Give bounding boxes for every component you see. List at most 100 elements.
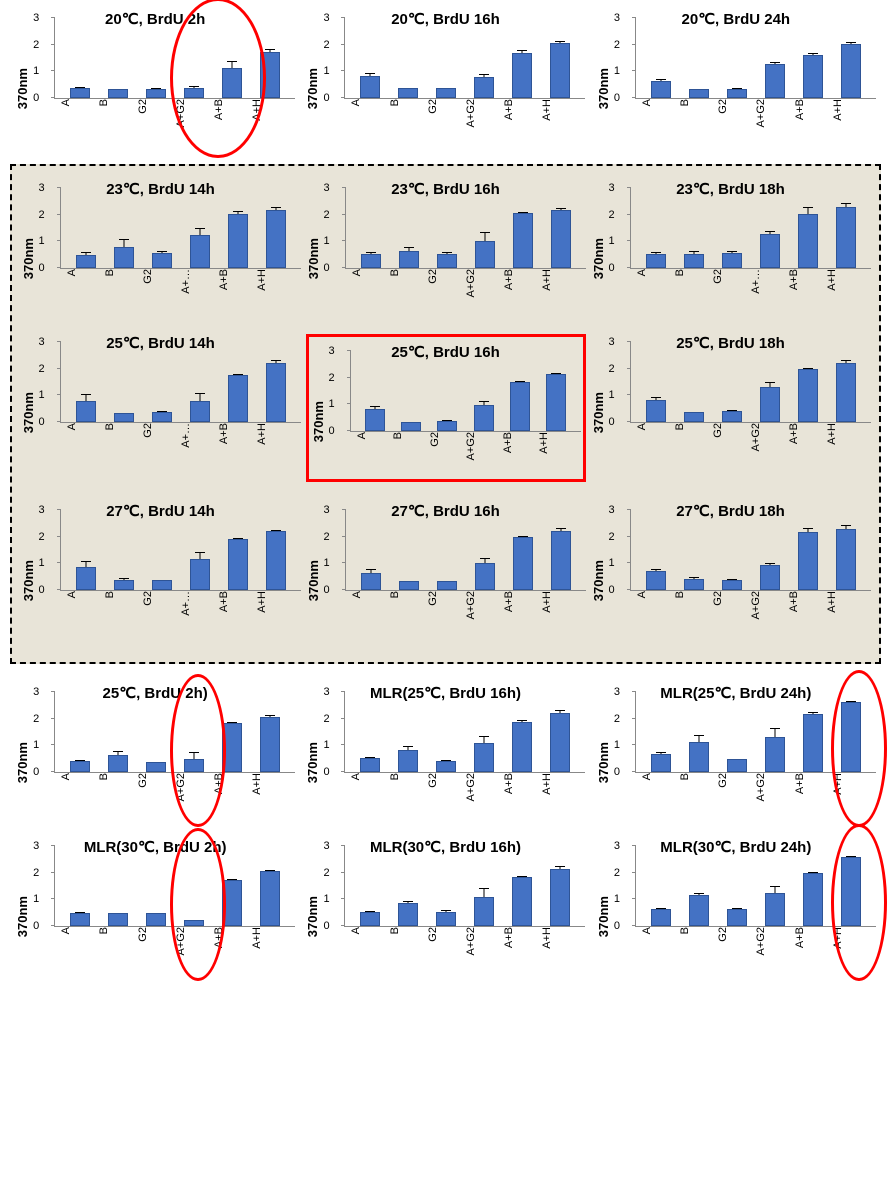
bar — [436, 761, 456, 772]
bar-column — [794, 18, 832, 98]
bar — [651, 754, 671, 772]
xtick-label: B — [98, 773, 136, 784]
xtick-label: A+B — [218, 269, 256, 294]
y-axis-label: 370nm — [21, 392, 36, 433]
bar-column — [756, 692, 794, 772]
bar — [727, 909, 747, 926]
bar — [365, 409, 385, 431]
bar — [512, 53, 532, 98]
bar — [152, 253, 172, 268]
ytick-label: 1 — [329, 398, 335, 410]
bar-column — [429, 351, 465, 431]
bar-column — [181, 188, 219, 268]
ytick-label: 0 — [609, 584, 615, 596]
chart-row: 25℃, BrdU 14h370nm0123ABG2A+…A+BA+H25℃, … — [18, 334, 873, 482]
bar-column — [219, 342, 257, 422]
bar-column — [465, 351, 501, 431]
xtick-label: A+G2 — [755, 927, 793, 959]
bar — [550, 43, 570, 98]
bar — [722, 411, 742, 422]
y-axis-label: 370nm — [306, 238, 321, 279]
bar — [550, 869, 570, 926]
bar — [760, 234, 780, 268]
ytick-label: 3 — [323, 686, 329, 698]
xtick-label: A+B — [502, 432, 539, 457]
bar — [398, 88, 418, 98]
bar-column — [175, 692, 213, 772]
xtick-label: A+H — [256, 269, 294, 295]
ytick-label: 3 — [329, 345, 335, 357]
y-axis-label: 370nm — [21, 560, 36, 601]
ytick-label: 0 — [614, 92, 620, 104]
bar-column — [675, 510, 713, 590]
bar — [651, 909, 671, 926]
bar-column — [257, 342, 295, 422]
ytick-label: 0 — [609, 262, 615, 274]
ytick-label: 2 — [609, 209, 615, 221]
chart-mlr30-24: MLR(30℃, BrdU 24h)370nm0123ABG2A+G2A+BA+… — [596, 838, 876, 972]
bar — [798, 214, 818, 268]
bar-column — [680, 692, 718, 772]
chart-c23-16: 23℃, BrdU 16h370nm0123ABG2A+G2A+BA+H — [306, 180, 586, 314]
bar — [765, 893, 785, 926]
bar-column — [105, 188, 143, 268]
bar-column — [352, 510, 390, 590]
chart-c25-18: 25℃, BrdU 18h370nm0123ABG2A+G2A+BA+H — [591, 334, 871, 482]
plot-area: 0123 — [344, 18, 585, 99]
ytick-label: 0 — [323, 766, 329, 778]
ytick-label: 2 — [324, 209, 330, 221]
ytick-label: 1 — [609, 557, 615, 569]
plot-area: 0123 — [345, 188, 586, 269]
bar-column — [542, 510, 580, 590]
bar-column — [832, 692, 870, 772]
bar — [689, 895, 709, 926]
bar — [360, 758, 380, 772]
xtick-label: A+B — [503, 773, 541, 798]
bar — [398, 903, 418, 926]
bar — [228, 375, 248, 422]
xtick-label: B — [98, 927, 136, 938]
ytick-label: 2 — [614, 713, 620, 725]
xtick-label: G2 — [142, 591, 180, 610]
ytick-label: 0 — [39, 262, 45, 274]
bar — [803, 55, 823, 98]
bar-column — [713, 188, 751, 268]
xtick-label: A+H — [832, 927, 870, 953]
plot-area: 0123 — [635, 692, 876, 773]
xtick-label: A — [66, 423, 104, 434]
ytick-label: 3 — [609, 336, 615, 348]
highlight-box: 25℃, BrdU 16h370nm0123ABG2A+G2A+BA+H — [306, 334, 586, 482]
bar — [474, 77, 494, 98]
bar — [260, 871, 280, 926]
chart-c27-16: 27℃, BrdU 16h370nm0123ABG2A+G2A+BA+H — [306, 502, 586, 636]
bar-column — [827, 342, 865, 422]
bar — [399, 581, 419, 590]
bar-column — [428, 510, 466, 590]
bar — [646, 571, 666, 590]
bar-column — [175, 18, 213, 98]
ytick-label: 1 — [323, 893, 329, 905]
xtick-label: A+H — [826, 423, 864, 449]
bar — [222, 880, 242, 926]
xtick-label: B — [389, 269, 427, 280]
bar — [184, 88, 204, 98]
bar-column — [504, 510, 542, 590]
ytick-label: 3 — [323, 840, 329, 852]
ytick-label: 1 — [609, 235, 615, 247]
xtick-label: A — [636, 269, 674, 280]
bar-column — [713, 342, 751, 422]
bar-column — [219, 510, 257, 590]
ytick-label: 3 — [324, 504, 330, 516]
bar — [260, 717, 280, 772]
ytick-label: 2 — [33, 713, 39, 725]
y-axis-label: 370nm — [306, 560, 321, 601]
bar — [727, 89, 747, 98]
bar-column — [143, 510, 181, 590]
xtick-label: A+B — [213, 773, 251, 798]
y-axis-label: 370nm — [15, 742, 30, 783]
ytick-label: 1 — [323, 65, 329, 77]
bar — [114, 413, 134, 422]
y-axis-label: 370nm — [21, 238, 36, 279]
bar-column — [832, 18, 870, 98]
y-axis-label: 370nm — [305, 896, 320, 937]
